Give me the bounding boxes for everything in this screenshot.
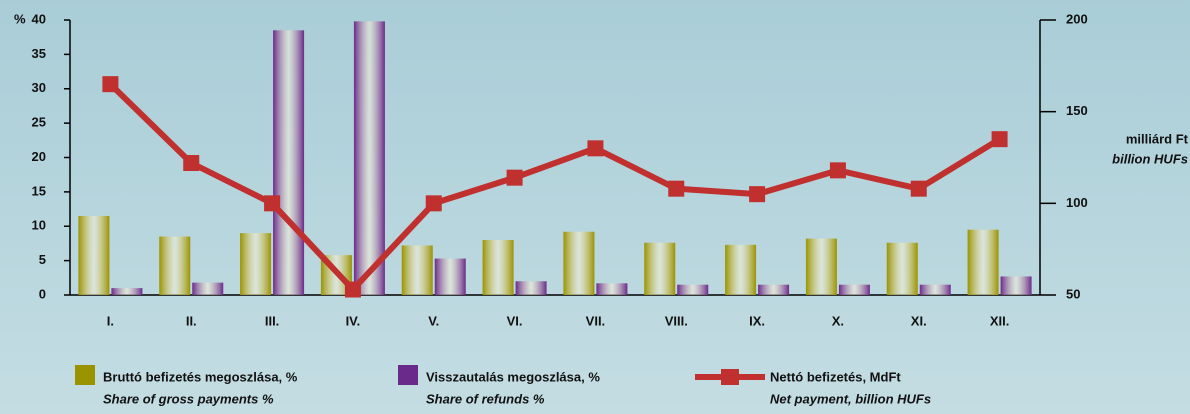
bar (482, 240, 514, 295)
y-axis-label: % (14, 11, 26, 26)
y-tick-label: 0 (39, 286, 46, 301)
x-tick-label: IV. (346, 313, 361, 328)
x-tick-label: VIII. (665, 313, 688, 328)
legend-label-en: Share of refunds % (426, 391, 545, 406)
y2-axis-label-en: billion HUFs (1112, 151, 1188, 166)
y2-tick-label: 50 (1066, 286, 1080, 301)
bar (353, 21, 385, 295)
line-marker (829, 162, 846, 179)
line-marker (183, 155, 200, 171)
x-tick-label: XI. (911, 313, 927, 328)
bar (758, 284, 790, 295)
bar (677, 284, 709, 295)
x-tick-label: VI. (507, 313, 523, 328)
bar (401, 245, 433, 295)
y-tick-label: 30 (32, 80, 46, 95)
bar (111, 288, 143, 295)
line (108, 82, 1002, 293)
y-tick-label: 40 (32, 11, 46, 26)
legend-swatch (398, 365, 418, 385)
bar (919, 284, 951, 295)
bar (596, 283, 628, 295)
y-tick-label: 5 (39, 252, 46, 267)
bar (192, 282, 224, 295)
x-tick-label: III. (265, 313, 279, 328)
x-tick-label: VII. (586, 313, 606, 328)
line-marker (506, 169, 523, 186)
y-tick-label: 20 (32, 149, 46, 164)
legend-label: Visszautalás megoszlása, % (426, 369, 600, 384)
line-marker (425, 195, 442, 212)
x-tick-label: X. (832, 313, 844, 328)
bar (644, 242, 676, 295)
y-tick-label: 10 (32, 218, 46, 233)
bar (838, 284, 870, 295)
y2-tick-label: 150 (1066, 103, 1088, 118)
line-marker (102, 76, 119, 93)
bar (273, 30, 305, 295)
bar (967, 229, 999, 295)
y-tick-label: 15 (32, 183, 46, 198)
y-tick-label: 35 (32, 46, 46, 61)
bar (159, 236, 191, 295)
legend-swatch (75, 365, 95, 385)
legend-label: Nettó befizetés, MdFt (770, 369, 901, 384)
bar (434, 258, 466, 295)
x-tick-label: I. (107, 313, 114, 328)
line-marker (668, 180, 685, 197)
y2-axis-label: milliárd Ft (1126, 131, 1189, 146)
bar (886, 242, 918, 295)
x-tick-label: XII. (990, 313, 1010, 328)
legend-label-en: Net payment, billion HUFs (770, 391, 931, 406)
bar (725, 244, 757, 295)
x-tick-label: II. (186, 313, 197, 328)
line-marker (991, 131, 1008, 148)
line-marker (910, 180, 927, 197)
y-tick-label: 25 (32, 115, 46, 130)
x-tick-label: IX. (749, 313, 765, 328)
bar (515, 281, 547, 295)
legend-label: Bruttó befizetés megoszlása, % (103, 369, 298, 384)
legend-label-en: Share of gross payments % (103, 391, 274, 406)
line-marker (587, 140, 604, 157)
bar (563, 231, 595, 295)
bar (1000, 276, 1032, 295)
bar (240, 233, 272, 295)
line-marker (749, 186, 766, 203)
bar (805, 238, 837, 295)
line-marker (264, 195, 281, 212)
y2-tick-label: 100 (1066, 195, 1088, 210)
line-marker (344, 281, 361, 298)
legend-marker (721, 369, 739, 385)
y2-tick-label: 200 (1066, 11, 1088, 26)
bar (78, 215, 110, 295)
x-tick-label: V. (428, 313, 439, 328)
